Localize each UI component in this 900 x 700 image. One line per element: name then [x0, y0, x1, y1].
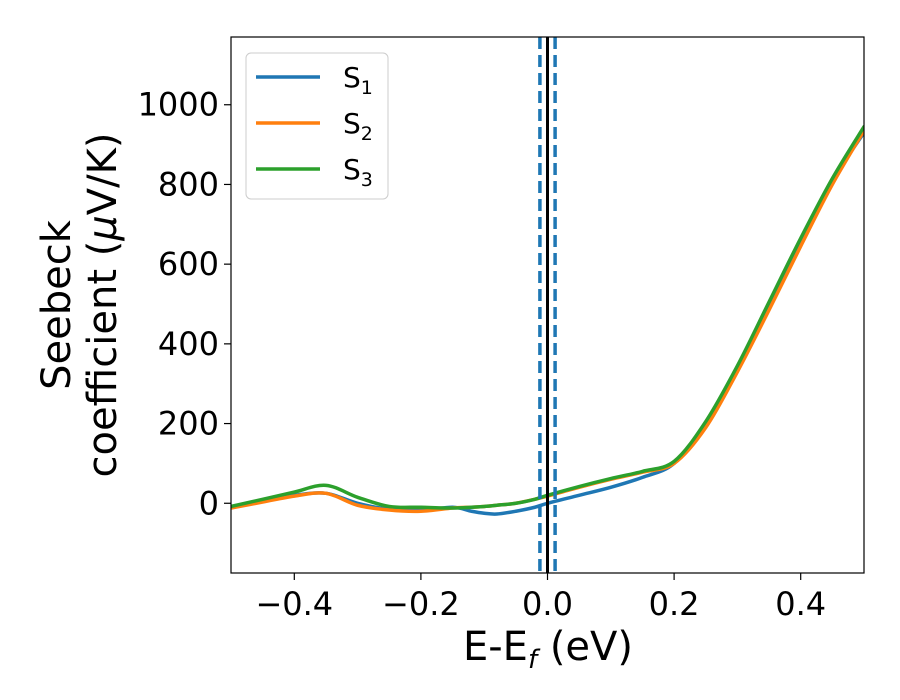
y-axis-title-line1: Seebeck	[34, 219, 80, 390]
series-line-s3	[231, 124, 864, 510]
x-tick-label: 0.4	[775, 585, 826, 623]
reference-lines-layer	[538, 37, 557, 573]
y-tick-label: 400	[158, 325, 219, 363]
x-axis: −0.4 −0.2 0.0 0.2 0.4	[255, 573, 826, 623]
legend-label-s1: S1	[343, 61, 373, 99]
x-tick-label: 0.2	[649, 585, 700, 623]
y-axis-title-line2-pre: coefficient (	[80, 241, 126, 478]
x-axis-title-unit: (eV)	[537, 624, 633, 670]
legend-label-s2: S2	[343, 107, 373, 145]
y-axis-title-line2-mu: μ	[80, 215, 126, 241]
y-tick-label: 800	[158, 165, 219, 203]
y-tick-label: 0	[199, 484, 219, 522]
y-axis-title-line2-post: V/K)	[80, 133, 126, 216]
x-tick-label: 0.0	[522, 585, 573, 623]
x-axis-title: E-Ef (eV)	[463, 624, 633, 675]
y-tick-label: 1000	[138, 86, 219, 124]
y-axis-title-line2: coefficient (μV/K)	[80, 133, 126, 478]
x-tick-label: −0.2	[382, 585, 460, 623]
x-axis-title-main: E-E	[463, 624, 528, 670]
plot-series-layer	[231, 124, 864, 516]
y-axis: 0 200 400 600 800 1000	[138, 86, 231, 522]
y-tick-label: 200	[158, 405, 219, 443]
legend-label-s3: S3	[343, 153, 373, 191]
y-tick-label: 600	[158, 245, 219, 283]
legend: S1 S2 S3	[245, 52, 389, 200]
x-tick-label: −0.4	[255, 585, 333, 623]
y-axis-title: Seebeck coefficient (μV/K)	[34, 133, 126, 478]
legend-box	[245, 52, 389, 200]
